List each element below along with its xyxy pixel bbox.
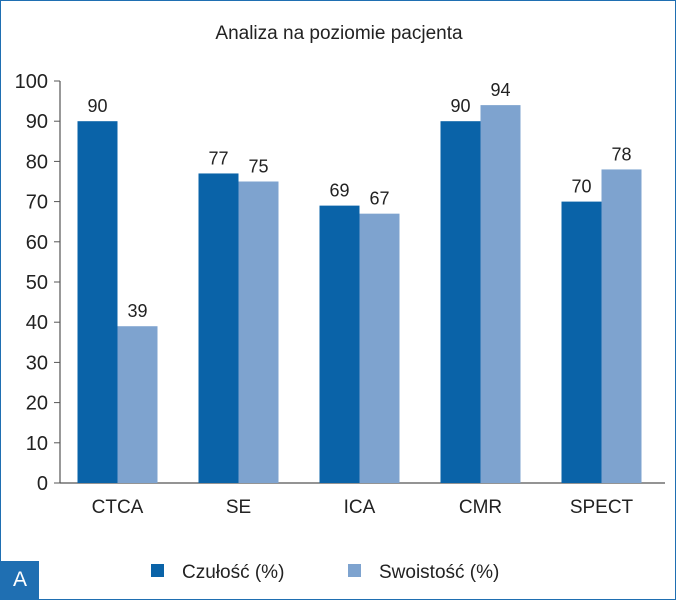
legend-label: Czułość (%) <box>182 562 284 583</box>
bar-cmr-series-2 <box>480 105 521 484</box>
data-label: 78 <box>611 144 631 164</box>
data-label: 90 <box>450 96 470 116</box>
bar-se-series-2 <box>238 181 279 483</box>
y-tick-label: 100 <box>15 71 48 93</box>
bar-spect-series-2 <box>601 169 642 483</box>
y-tick-label: 80 <box>26 151 48 173</box>
legend: Czułość (%) Swoistość (%) <box>151 562 499 583</box>
y-tick-label: 40 <box>26 312 48 334</box>
data-label: 90 <box>87 96 107 116</box>
chart-title: Analiza na poziomie pacjenta <box>215 23 463 44</box>
data-label: 69 <box>329 181 349 201</box>
panel-label-badge: A <box>1 561 39 599</box>
y-tick-label: 30 <box>26 352 48 374</box>
value-labels-group: 90 39 77 75 69 67 90 94 70 78 <box>87 80 631 321</box>
y-tick-label: 60 <box>26 232 48 254</box>
y-tick-label: 0 <box>37 473 48 495</box>
bar-ctca-series-2 <box>117 326 158 483</box>
x-axis-labels: CTCA SE ICA CMR SPECT <box>92 497 634 518</box>
data-label: 75 <box>248 157 268 177</box>
legend-swatch <box>348 564 361 577</box>
bar-ica-series-1 <box>319 205 360 483</box>
bar-ctca-series-1 <box>77 121 118 483</box>
data-label: 70 <box>571 177 591 197</box>
x-tick-label: SPECT <box>570 497 634 518</box>
x-tick-label: CMR <box>459 497 502 518</box>
y-tick-label: 50 <box>26 272 48 294</box>
legend-swatch <box>151 564 164 577</box>
x-tick-label: SE <box>226 497 251 518</box>
y-tick-label: 10 <box>26 433 48 455</box>
y-tick-label: 20 <box>26 393 48 415</box>
bar-se-series-1 <box>198 173 239 483</box>
data-label: 94 <box>490 80 510 100</box>
bar-cmr-series-1 <box>440 121 481 483</box>
data-label: 67 <box>369 189 389 209</box>
bar-ica-series-2 <box>359 213 400 483</box>
bars-group <box>77 105 642 484</box>
data-label: 39 <box>127 301 147 321</box>
x-tick-label: CTCA <box>92 497 144 518</box>
y-axis-ticks: 0 10 20 30 40 50 60 70 80 90 100 <box>15 71 60 495</box>
x-tick-label: ICA <box>344 497 376 518</box>
y-tick-label: 90 <box>26 111 48 133</box>
y-tick-label: 70 <box>26 192 48 214</box>
legend-label: Swoistość (%) <box>379 562 499 583</box>
bar-spect-series-1 <box>561 201 602 483</box>
data-label: 77 <box>208 148 228 168</box>
